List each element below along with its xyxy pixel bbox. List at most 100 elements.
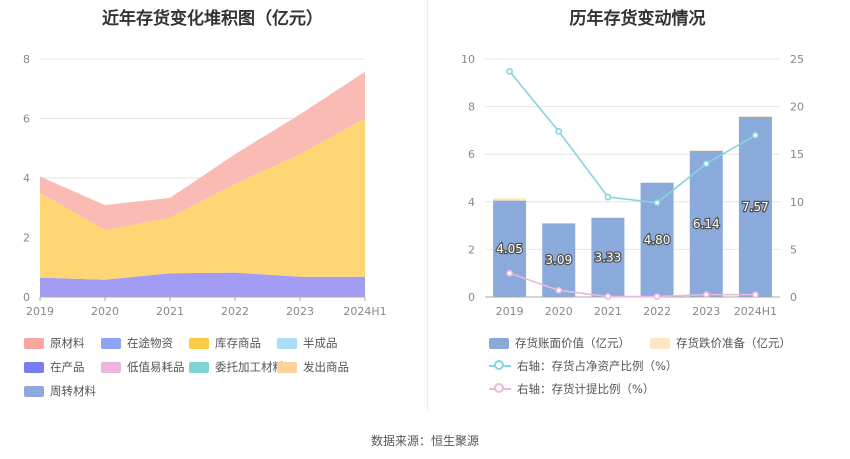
legend-swatch <box>24 337 44 349</box>
right-legend-item[interactable]: 右轴：存货计提比例（%） <box>489 381 654 397</box>
right-x-tick-label: 2019 <box>496 305 524 318</box>
legend-label: 低值易耗品 <box>127 360 185 374</box>
left-x-tick-label: 2020 <box>91 305 119 318</box>
right-y-right-tick-label: 5 <box>790 243 797 256</box>
bar-book-value <box>738 116 772 297</box>
legend-label: 在产品 <box>50 360 85 374</box>
bar-data-label: 4.05 <box>496 242 523 256</box>
right-chart-title: 历年存货变动情况 <box>569 9 706 29</box>
legend-swatch <box>489 359 511 373</box>
left-x-tick-label: 2019 <box>26 305 54 318</box>
area-series-3 <box>40 71 365 231</box>
line-point-1 <box>604 193 612 201</box>
legend-label: 存货账面价值（亿元） <box>515 336 630 350</box>
left-x-tick-label: 2023 <box>286 305 314 318</box>
area-series-2 <box>40 118 365 280</box>
legend-label: 在途物资 <box>127 336 173 350</box>
legend-label: 存货跌价准备（亿元） <box>676 336 791 350</box>
right-legend-item[interactable]: 存货账面价值（亿元） <box>489 335 630 351</box>
right-y-right-tick-label: 10 <box>790 196 804 209</box>
line-point-1 <box>752 131 759 139</box>
legend-swatch <box>24 361 44 373</box>
bar-impairment-reserve <box>493 198 527 201</box>
legend-swatch <box>101 337 121 349</box>
bar-book-value <box>591 217 625 297</box>
left-legend-item[interactable]: 在途物资 <box>101 335 173 351</box>
data-source: 数据来源：恒生聚源 <box>370 434 479 448</box>
left-y-tick-label: 6 <box>23 113 30 126</box>
line-point-1 <box>702 160 710 168</box>
legend-swatch <box>277 337 297 349</box>
right-y-right-tick-label: 20 <box>790 101 804 114</box>
line-point-2 <box>702 291 710 299</box>
left-x-tick-label: 2022 <box>221 305 249 318</box>
legend-swatch <box>189 361 209 373</box>
bar-impairment-reserve <box>738 116 772 117</box>
right-y-right-tick-label: 0 <box>790 291 797 304</box>
left-chart-title: 近年存货变化堆积图（亿元） <box>102 9 323 29</box>
legend-swatch <box>489 382 511 396</box>
right-y-left-tick-label: 8 <box>468 101 475 114</box>
bar-data-label: 3.33 <box>595 250 622 264</box>
left-legend-item[interactable]: 库存商品 <box>189 335 261 351</box>
right-legend-item[interactable]: 存货跌价准备（亿元） <box>650 335 791 351</box>
line-point-1 <box>506 67 513 75</box>
right-y-left-tick-label: 10 <box>461 53 475 66</box>
bar-data-label: 3.09 <box>545 253 572 267</box>
area-series-1 <box>40 272 365 297</box>
legend-label: 半成品 <box>303 336 338 350</box>
legend-label: 周转材料 <box>50 384 96 398</box>
right-x-tick-label: 2021 <box>594 305 622 318</box>
line-point-2 <box>555 286 563 294</box>
left-y-tick-label: 4 <box>23 172 30 185</box>
legend-label: 库存商品 <box>215 336 261 350</box>
line-point-1 <box>653 199 661 207</box>
left-legend-item[interactable]: 原材料 <box>24 335 85 351</box>
legend-swatch <box>277 361 297 373</box>
right-y-left-tick-label: 4 <box>468 196 475 209</box>
line-point-2 <box>506 269 513 277</box>
bar-impairment-reserve <box>689 150 723 151</box>
legend-swatch <box>24 385 44 397</box>
right-legend-item[interactable]: 右轴：存货占净资产比例（%） <box>489 358 677 374</box>
left-y-tick-label: 8 <box>23 53 30 66</box>
line-point-1 <box>555 127 563 135</box>
right-y-left-tick-label: 0 <box>468 291 475 304</box>
bar-book-value <box>689 150 723 297</box>
right-y-left-tick-label: 2 <box>468 243 475 256</box>
line-series-2 <box>509 272 756 298</box>
left-legend-item[interactable]: 委托加工材料 <box>189 359 284 375</box>
bar-data-label: 4.80 <box>644 233 671 247</box>
right-x-tick-label: 2024H1 <box>734 305 777 318</box>
bar-book-value <box>493 200 527 297</box>
line-point-2 <box>604 293 612 300</box>
left-y-tick-label: 2 <box>23 232 30 245</box>
right-y-right-tick-label: 15 <box>790 148 804 161</box>
right-y-right-tick-label: 25 <box>790 53 804 66</box>
left-legend-item[interactable]: 低值易耗品 <box>101 359 185 375</box>
right-y-left-tick-label: 6 <box>468 148 475 161</box>
right-x-tick-label: 2020 <box>545 305 573 318</box>
legend-swatch <box>101 361 121 373</box>
left-legend-item[interactable]: 半成品 <box>277 335 338 351</box>
left-legend-item[interactable]: 在产品 <box>24 359 85 375</box>
bar-data-label: 6.14 <box>693 217 720 231</box>
legend-swatch <box>489 337 509 349</box>
left-x-tick-label: 2024H1 <box>343 305 386 318</box>
legend-label: 发出商品 <box>303 360 349 374</box>
line-series-1 <box>508 70 756 204</box>
legend-label: 委托加工材料 <box>215 360 284 374</box>
legend-label: 右轴：存货占净资产比例（%） <box>517 359 678 373</box>
chart-divider <box>427 0 428 410</box>
legend-swatch <box>650 337 670 349</box>
left-legend-item[interactable]: 周转材料 <box>24 383 96 399</box>
legend-swatch <box>189 337 209 349</box>
legend-label: 原材料 <box>50 336 85 350</box>
right-x-tick-label: 2022 <box>643 305 671 318</box>
right-x-tick-label: 2023 <box>692 305 720 318</box>
left-y-tick-label: 0 <box>23 291 30 304</box>
left-legend-item[interactable]: 发出商品 <box>277 359 349 375</box>
line-point-2 <box>653 293 661 300</box>
bar-data-label: 7.57 <box>742 200 769 214</box>
